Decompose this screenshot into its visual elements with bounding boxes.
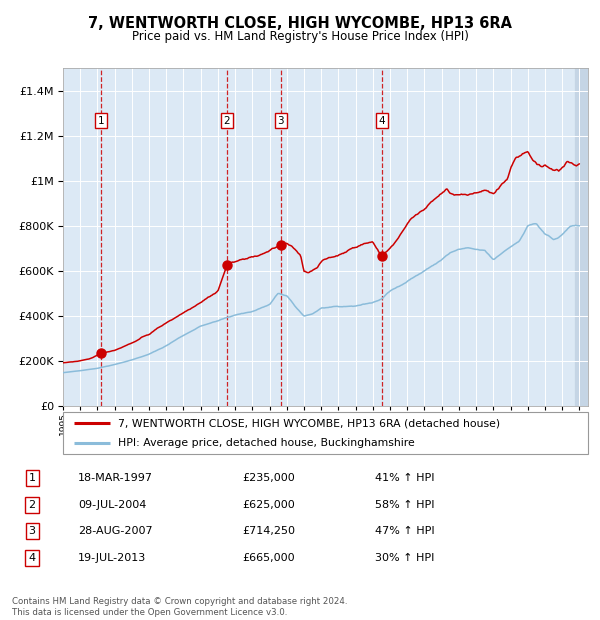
Text: 1: 1: [29, 473, 35, 483]
Bar: [575, 68, 588, 406]
Text: 58% ↑ HPI: 58% ↑ HPI: [375, 500, 434, 510]
Text: 2: 2: [29, 500, 36, 510]
Text: 4: 4: [29, 553, 36, 563]
Text: 7, WENTWORTH CLOSE, HIGH WYCOMBE, HP13 6RA: 7, WENTWORTH CLOSE, HIGH WYCOMBE, HP13 6…: [88, 16, 512, 30]
Text: 2: 2: [224, 115, 230, 126]
Text: 41% ↑ HPI: 41% ↑ HPI: [375, 473, 434, 483]
Text: 3: 3: [278, 115, 284, 126]
FancyBboxPatch shape: [63, 412, 588, 454]
Text: 7, WENTWORTH CLOSE, HIGH WYCOMBE, HP13 6RA (detached house): 7, WENTWORTH CLOSE, HIGH WYCOMBE, HP13 6…: [118, 418, 500, 428]
Text: 19-JUL-2013: 19-JUL-2013: [78, 553, 146, 563]
Text: Price paid vs. HM Land Registry's House Price Index (HPI): Price paid vs. HM Land Registry's House …: [131, 30, 469, 43]
Text: £235,000: £235,000: [242, 473, 295, 483]
Text: £625,000: £625,000: [242, 500, 295, 510]
Text: 47% ↑ HPI: 47% ↑ HPI: [375, 526, 434, 536]
Text: 28-AUG-2007: 28-AUG-2007: [78, 526, 153, 536]
Text: 4: 4: [379, 115, 385, 126]
Text: £714,250: £714,250: [242, 526, 295, 536]
Text: HPI: Average price, detached house, Buckinghamshire: HPI: Average price, detached house, Buck…: [118, 438, 415, 448]
Text: 09-JUL-2004: 09-JUL-2004: [78, 500, 146, 510]
Text: Contains HM Land Registry data © Crown copyright and database right 2024.
This d: Contains HM Land Registry data © Crown c…: [12, 598, 347, 617]
Text: 30% ↑ HPI: 30% ↑ HPI: [375, 553, 434, 563]
Text: 1: 1: [98, 115, 104, 126]
Text: 3: 3: [29, 526, 35, 536]
Text: 18-MAR-1997: 18-MAR-1997: [78, 473, 153, 483]
Text: £665,000: £665,000: [242, 553, 295, 563]
